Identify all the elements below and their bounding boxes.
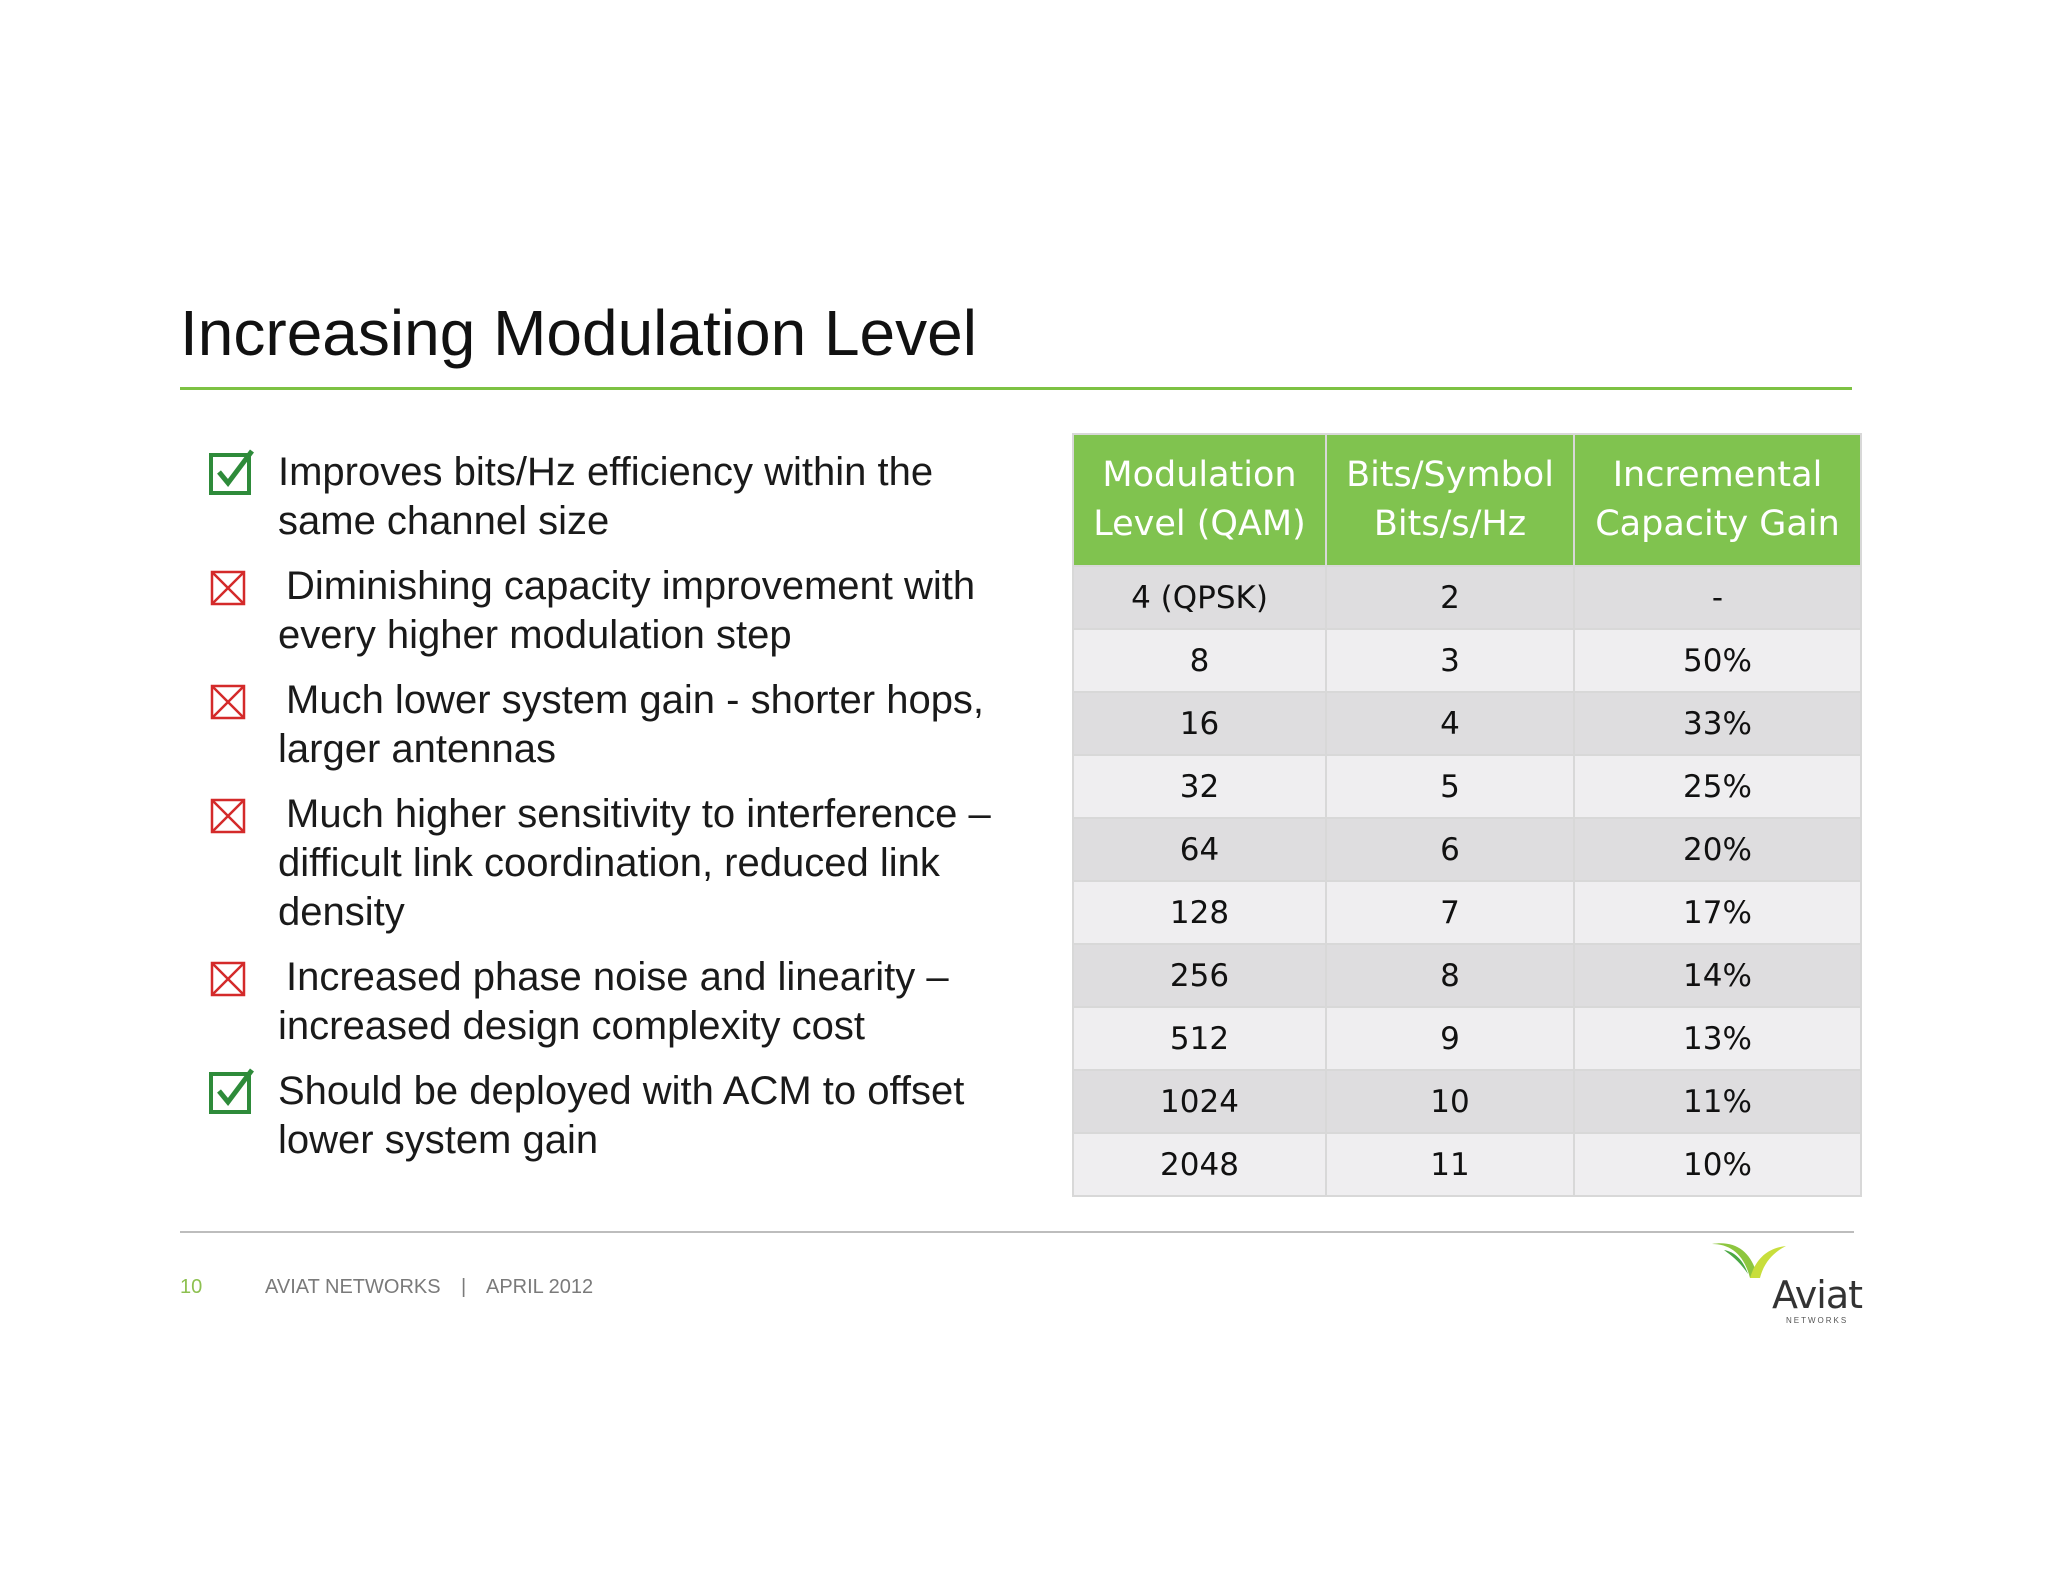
table-cell: 32 bbox=[1072, 754, 1327, 819]
bullet-item: Much lower system gain - shorter hops, l… bbox=[208, 676, 1038, 774]
footer-separator: | bbox=[461, 1276, 467, 1298]
table-cell: 11% bbox=[1573, 1069, 1862, 1134]
table-cell: 1024 bbox=[1072, 1069, 1327, 1134]
cross-box-icon bbox=[208, 562, 256, 610]
table-cell: 4 bbox=[1325, 691, 1575, 756]
header-capacity-gain: Incremental Capacity Gain bbox=[1573, 433, 1862, 567]
footer-date: APRIL 2012 bbox=[486, 1276, 594, 1298]
table-cell: 14% bbox=[1573, 943, 1862, 1008]
header-modulation-level: Modulation Level (QAM) bbox=[1072, 433, 1327, 567]
table-cell: 8 bbox=[1072, 628, 1327, 693]
table-cell: 64 bbox=[1072, 817, 1327, 882]
table-cell: 11 bbox=[1325, 1132, 1575, 1197]
header-line: Capacity Gain bbox=[1595, 504, 1840, 544]
footer-divider bbox=[180, 1231, 1854, 1233]
page-number: 10 bbox=[180, 1276, 203, 1298]
table-row: 2048 11 10% bbox=[1072, 1132, 1862, 1197]
check-box-icon bbox=[208, 448, 256, 496]
header-line: Bits/Symbol bbox=[1346, 455, 1554, 495]
logo-subtitle: NETWORKS bbox=[1786, 1316, 1849, 1325]
bullet-item: Much higher sensitivity to interference … bbox=[208, 790, 1038, 937]
table-cell: 10 bbox=[1325, 1069, 1575, 1134]
table-cell: - bbox=[1573, 565, 1862, 630]
bullet-text: Increased phase noise and linearity – in… bbox=[278, 955, 949, 1048]
table-cell: 13% bbox=[1573, 1006, 1862, 1071]
cross-box-icon bbox=[208, 790, 256, 838]
table-cell: 3 bbox=[1325, 628, 1575, 693]
bullet-item: Should be deployed with ACM to offset lo… bbox=[208, 1067, 1038, 1165]
table-row: 4 (QPSK) 2- bbox=[1072, 565, 1862, 630]
header-line: Level (QAM) bbox=[1093, 504, 1306, 544]
table-cell: 20% bbox=[1573, 817, 1862, 882]
header-line: Modulation bbox=[1102, 455, 1297, 495]
slide-title: Increasing Modulation Level bbox=[180, 297, 977, 369]
table-cell: 50% bbox=[1573, 628, 1862, 693]
table-cell: 4 (QPSK) bbox=[1072, 565, 1327, 630]
table-cell: 9 bbox=[1325, 1006, 1575, 1071]
table-row: 16 4 33% bbox=[1072, 691, 1862, 756]
table-cell: 7 bbox=[1325, 880, 1575, 945]
table-cell: 2 bbox=[1325, 565, 1575, 630]
bullet-item: Diminishing capacity improvement with ev… bbox=[208, 562, 1038, 660]
bullet-text: Much lower system gain - shorter hops, l… bbox=[278, 678, 985, 771]
bullet-text: Diminishing capacity improvement with ev… bbox=[278, 564, 976, 657]
table-header-row: Modulation Level (QAM) Bits/Symbol Bits/… bbox=[1072, 433, 1862, 567]
table-cell: 512 bbox=[1072, 1006, 1327, 1071]
bullet-list: Improves bits/Hz efficiency within the s… bbox=[208, 448, 1038, 1181]
modulation-table: Modulation Level (QAM) Bits/Symbol Bits/… bbox=[1072, 433, 1862, 1197]
table-row: 128 7 17% bbox=[1072, 880, 1862, 945]
table-body: 4 (QPSK) 2-8 3 50% 16 4 33% 32 5 25% 64 6 20% 128 7 17%… bbox=[1072, 565, 1862, 1197]
header-line: Bits/s/Hz bbox=[1373, 504, 1527, 544]
cross-box-icon bbox=[208, 953, 256, 1001]
table-cell: 2048 bbox=[1072, 1132, 1327, 1197]
table-cell: 10% bbox=[1573, 1132, 1862, 1197]
footer-company: AVIAT NETWORKS bbox=[265, 1276, 441, 1298]
table-row: 1024 10 11% bbox=[1072, 1069, 1862, 1134]
table-row: 256 8 14% bbox=[1072, 943, 1862, 1008]
header-line: Incremental bbox=[1612, 455, 1823, 495]
table-cell: 6 bbox=[1325, 817, 1575, 882]
logo-mark-icon bbox=[1712, 1243, 1786, 1278]
cross-box-icon bbox=[208, 676, 256, 724]
bullet-item: Improves bits/Hz efficiency within the s… bbox=[208, 448, 1038, 546]
check-box-icon bbox=[208, 1067, 256, 1115]
bullet-item: Increased phase noise and linearity – in… bbox=[208, 953, 1038, 1051]
aviat-logo: Aviat NETWORKS bbox=[1710, 1240, 1863, 1330]
table-cell: 16 bbox=[1072, 691, 1327, 756]
bullet-text: Improves bits/Hz efficiency within the s… bbox=[278, 450, 934, 543]
title-divider bbox=[180, 387, 1852, 390]
bullet-text: Much higher sensitivity to interference … bbox=[278, 792, 991, 934]
table-cell: 5 bbox=[1325, 754, 1575, 819]
table-row: 512 9 13% bbox=[1072, 1006, 1862, 1071]
table-cell: 17% bbox=[1573, 880, 1862, 945]
table-row: 8 3 50% bbox=[1072, 628, 1862, 693]
table-row: 64 6 20% bbox=[1072, 817, 1862, 882]
table-cell: 128 bbox=[1072, 880, 1327, 945]
table-cell: 8 bbox=[1325, 943, 1575, 1008]
table-cell: 256 bbox=[1072, 943, 1327, 1008]
bullet-text: Should be deployed with ACM to offset lo… bbox=[278, 1069, 965, 1162]
header-bits-per-symbol: Bits/Symbol Bits/s/Hz bbox=[1325, 433, 1575, 567]
table-row: 32 5 25% bbox=[1072, 754, 1862, 819]
table-cell: 33% bbox=[1573, 691, 1862, 756]
table-cell: 25% bbox=[1573, 754, 1862, 819]
logo-brand: Aviat bbox=[1772, 1273, 1863, 1317]
